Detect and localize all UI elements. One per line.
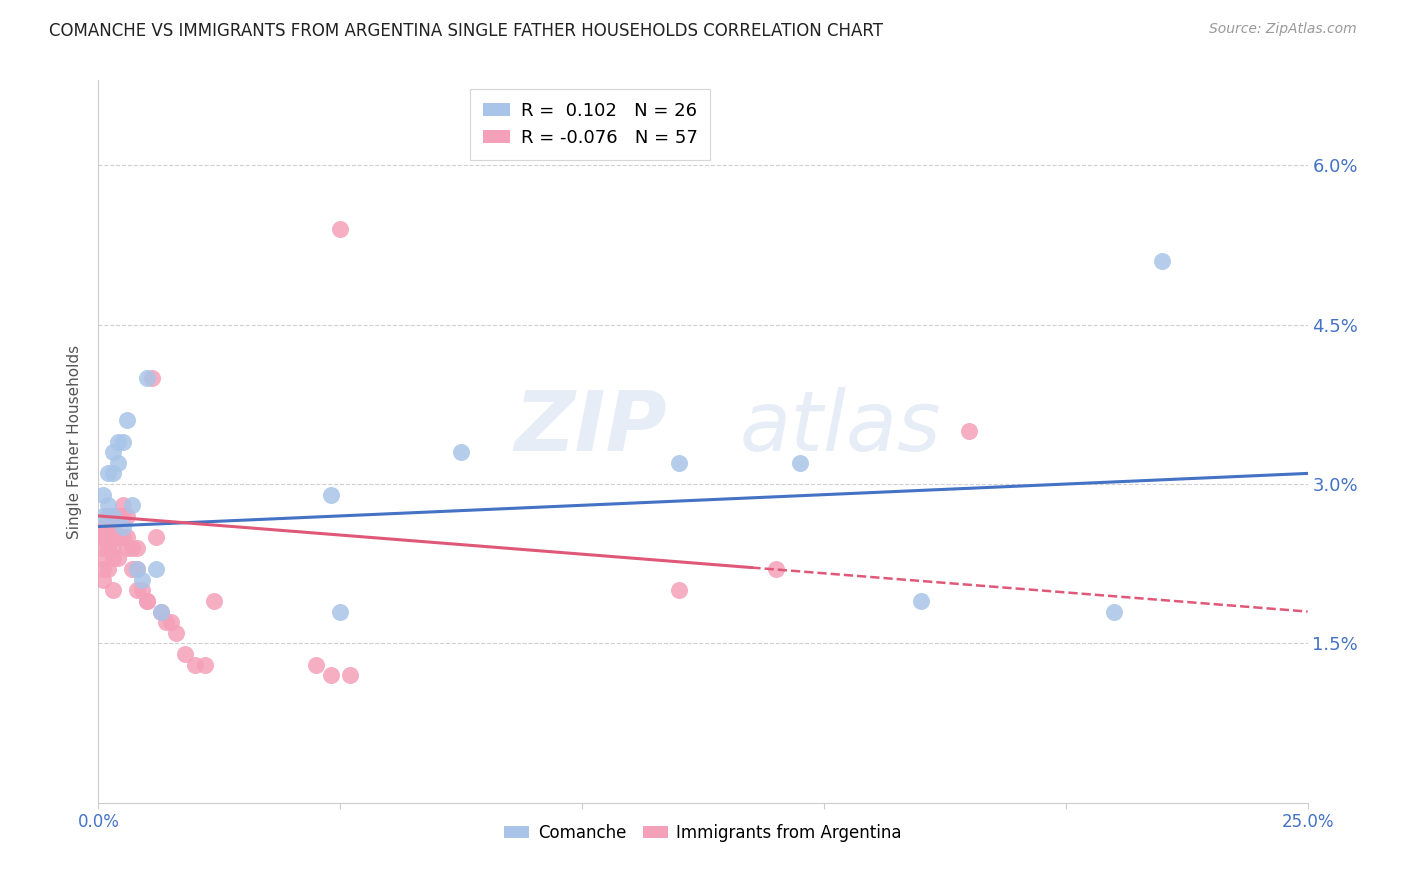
- Point: [97, 508, 120, 523]
- Point: [127, 562, 149, 576]
- Point: [91, 573, 114, 587]
- Point: [150, 605, 173, 619]
- Point: [765, 562, 787, 576]
- Point: [305, 657, 328, 672]
- Point: [668, 456, 690, 470]
- Point: [319, 668, 342, 682]
- Point: [107, 551, 129, 566]
- Y-axis label: Single Father Households: Single Father Households: [67, 344, 83, 539]
- Point: [117, 508, 139, 523]
- Point: [91, 530, 114, 544]
- Point: [668, 583, 690, 598]
- Point: [910, 594, 932, 608]
- Point: [150, 605, 173, 619]
- Point: [97, 498, 120, 512]
- Point: [101, 541, 124, 555]
- Text: COMANCHE VS IMMIGRANTS FROM ARGENTINA SINGLE FATHER HOUSEHOLDS CORRELATION CHART: COMANCHE VS IMMIGRANTS FROM ARGENTINA SI…: [49, 22, 883, 40]
- Point: [789, 456, 811, 470]
- Point: [165, 625, 187, 640]
- Point: [121, 541, 143, 555]
- Point: [117, 541, 139, 555]
- Point: [127, 562, 149, 576]
- Point: [174, 647, 197, 661]
- Point: [135, 371, 157, 385]
- Point: [91, 508, 114, 523]
- Point: [91, 541, 114, 555]
- Point: [111, 508, 134, 523]
- Point: [111, 434, 134, 449]
- Point: [101, 445, 124, 459]
- Point: [101, 583, 124, 598]
- Point: [117, 530, 139, 544]
- Point: [97, 467, 120, 481]
- Point: [111, 498, 134, 512]
- Point: [101, 467, 124, 481]
- Point: [97, 562, 120, 576]
- Point: [97, 530, 120, 544]
- Point: [111, 519, 134, 533]
- Point: [97, 508, 120, 523]
- Point: [91, 551, 114, 566]
- Point: [329, 222, 352, 236]
- Point: [97, 519, 120, 533]
- Point: [91, 530, 114, 544]
- Point: [101, 508, 124, 523]
- Point: [107, 530, 129, 544]
- Point: [319, 488, 342, 502]
- Point: [127, 583, 149, 598]
- Point: [131, 573, 153, 587]
- Legend: Comanche, Immigrants from Argentina: Comanche, Immigrants from Argentina: [498, 817, 908, 848]
- Point: [91, 519, 114, 533]
- Point: [204, 594, 226, 608]
- Point: [107, 456, 129, 470]
- Text: Source: ZipAtlas.com: Source: ZipAtlas.com: [1209, 22, 1357, 37]
- Point: [1152, 254, 1174, 268]
- Point: [117, 413, 139, 427]
- Point: [339, 668, 361, 682]
- Point: [957, 424, 980, 438]
- Text: atlas: atlas: [740, 386, 941, 467]
- Point: [91, 488, 114, 502]
- Point: [450, 445, 472, 459]
- Text: ZIP: ZIP: [515, 386, 666, 467]
- Point: [160, 615, 183, 630]
- Point: [131, 583, 153, 598]
- Point: [329, 605, 352, 619]
- Point: [121, 562, 143, 576]
- Point: [145, 530, 167, 544]
- Point: [121, 498, 143, 512]
- Point: [155, 615, 177, 630]
- Point: [91, 562, 114, 576]
- Point: [141, 371, 163, 385]
- Point: [107, 508, 129, 523]
- Point: [91, 530, 114, 544]
- Point: [127, 541, 149, 555]
- Point: [135, 594, 157, 608]
- Point: [91, 530, 114, 544]
- Point: [91, 530, 114, 544]
- Point: [194, 657, 217, 672]
- Point: [91, 519, 114, 533]
- Point: [97, 541, 120, 555]
- Point: [97, 519, 120, 533]
- Point: [101, 519, 124, 533]
- Point: [184, 657, 207, 672]
- Point: [101, 508, 124, 523]
- Point: [111, 530, 134, 544]
- Point: [145, 562, 167, 576]
- Point: [107, 434, 129, 449]
- Point: [135, 594, 157, 608]
- Point: [1102, 605, 1125, 619]
- Point: [101, 551, 124, 566]
